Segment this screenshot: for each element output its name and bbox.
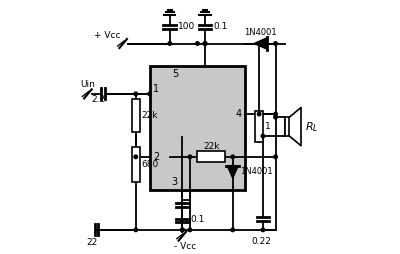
Circle shape — [231, 155, 234, 158]
Circle shape — [196, 42, 199, 45]
Text: 2.2: 2.2 — [91, 95, 105, 104]
Circle shape — [188, 228, 192, 232]
Circle shape — [258, 42, 261, 45]
Circle shape — [134, 228, 138, 232]
Text: 1: 1 — [265, 122, 270, 131]
Bar — [198, 151, 225, 162]
Text: 1N4001: 1N4001 — [244, 28, 277, 37]
Circle shape — [181, 228, 184, 232]
Circle shape — [148, 92, 151, 96]
Text: $R_L$: $R_L$ — [304, 120, 318, 134]
Text: 0.22: 0.22 — [252, 237, 272, 246]
Circle shape — [261, 228, 265, 232]
Text: - Vcc: - Vcc — [174, 242, 196, 251]
Circle shape — [274, 115, 277, 119]
Text: 5: 5 — [172, 69, 178, 79]
Bar — [256, 112, 263, 142]
Text: 3: 3 — [172, 177, 178, 187]
Text: 1: 1 — [153, 84, 159, 94]
Circle shape — [168, 42, 172, 45]
Circle shape — [203, 42, 207, 45]
Circle shape — [231, 228, 234, 232]
Circle shape — [181, 228, 184, 232]
Circle shape — [274, 112, 277, 116]
Text: Uin: Uin — [80, 80, 95, 89]
Text: 22k: 22k — [203, 142, 220, 151]
Bar — [132, 147, 140, 182]
Circle shape — [261, 134, 265, 138]
Polygon shape — [254, 38, 267, 49]
Text: 0.1: 0.1 — [190, 215, 205, 224]
Circle shape — [258, 112, 261, 116]
Polygon shape — [227, 166, 238, 178]
Text: 22k: 22k — [141, 111, 158, 120]
Bar — [150, 66, 245, 189]
Circle shape — [188, 155, 192, 158]
Circle shape — [274, 42, 277, 45]
Circle shape — [203, 42, 207, 45]
Circle shape — [134, 92, 138, 96]
Text: + Vcc: + Vcc — [94, 31, 121, 40]
Text: 2: 2 — [153, 152, 159, 162]
Text: 4: 4 — [236, 109, 242, 119]
Bar — [132, 99, 140, 132]
Text: 0.1: 0.1 — [213, 22, 228, 31]
Bar — [285, 117, 289, 136]
Text: 100: 100 — [178, 22, 195, 31]
Text: 680: 680 — [141, 160, 158, 169]
Text: 1N4001: 1N4001 — [240, 167, 273, 177]
Circle shape — [274, 155, 277, 158]
Circle shape — [134, 155, 138, 158]
Text: 22: 22 — [86, 238, 97, 247]
